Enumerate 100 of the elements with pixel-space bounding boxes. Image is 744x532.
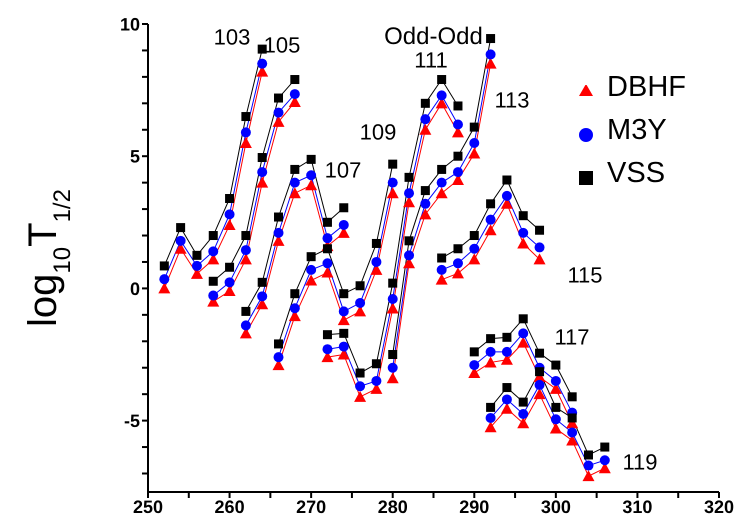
point — [419, 208, 432, 220]
point — [484, 356, 497, 368]
point — [225, 262, 234, 272]
annotation: 119 — [622, 450, 658, 474]
chart-title: Odd-Odd — [384, 23, 483, 50]
point — [240, 320, 251, 330]
point — [518, 314, 528, 324]
point — [518, 228, 528, 238]
annotation: 117 — [554, 324, 590, 350]
point — [241, 112, 250, 122]
point — [469, 138, 480, 148]
point — [502, 394, 512, 404]
point — [176, 236, 186, 246]
point — [550, 376, 561, 386]
y-tick-label: 10 — [120, 14, 140, 34]
point — [274, 212, 284, 222]
point — [518, 328, 528, 338]
x-tick-label: 260 — [214, 496, 245, 517]
point — [502, 190, 512, 201]
point — [420, 114, 430, 124]
point — [272, 116, 285, 127]
point — [388, 278, 398, 288]
point — [241, 306, 250, 316]
point — [241, 231, 250, 240]
point — [224, 277, 235, 288]
point — [404, 250, 414, 260]
point — [452, 267, 464, 278]
point — [192, 260, 202, 271]
point — [436, 274, 448, 285]
point — [404, 172, 414, 182]
point — [470, 231, 479, 240]
point — [436, 90, 447, 100]
point — [322, 244, 332, 254]
point — [159, 274, 170, 284]
point — [600, 442, 610, 452]
point — [437, 75, 446, 84]
point — [534, 380, 545, 390]
point — [436, 187, 448, 198]
point — [240, 127, 251, 138]
point — [453, 101, 462, 110]
point — [517, 336, 530, 348]
point — [502, 383, 512, 392]
point — [388, 294, 398, 304]
point — [339, 289, 348, 298]
point — [550, 422, 562, 434]
point — [288, 187, 301, 198]
point — [290, 164, 300, 174]
point — [486, 49, 496, 60]
point — [484, 421, 497, 432]
point — [208, 276, 218, 286]
point — [322, 218, 332, 227]
point — [486, 412, 496, 423]
point — [355, 381, 366, 392]
annotation: 105 — [264, 32, 300, 58]
point — [534, 388, 546, 400]
point — [486, 402, 496, 412]
legend-label: M3Y — [607, 114, 667, 146]
point — [582, 470, 594, 482]
y-tick-label: -5 — [124, 411, 140, 431]
point — [502, 176, 512, 184]
annotation: 103 — [214, 24, 250, 50]
point — [518, 409, 528, 419]
point — [568, 392, 577, 402]
annotation: 115 — [567, 262, 603, 288]
legend-label: DBHF — [607, 71, 686, 103]
point — [420, 186, 430, 196]
y-tick-label: 5 — [130, 146, 140, 167]
x-tick-label: 290 — [459, 496, 490, 517]
annotation: 111 — [414, 48, 448, 72]
point — [452, 258, 463, 268]
point — [176, 223, 186, 232]
point — [437, 164, 446, 174]
point — [551, 360, 560, 370]
point — [535, 226, 544, 235]
point — [484, 224, 497, 236]
point — [518, 398, 528, 407]
point — [274, 94, 284, 103]
point — [306, 170, 316, 180]
x-tick-label: 280 — [378, 496, 408, 517]
point — [486, 199, 496, 208]
point — [306, 154, 316, 164]
point — [386, 302, 399, 314]
point — [436, 264, 447, 275]
point — [306, 264, 316, 275]
point — [338, 220, 349, 230]
point — [240, 253, 252, 264]
point — [420, 98, 430, 108]
annotation: 113 — [494, 88, 530, 112]
point — [274, 339, 284, 348]
point — [452, 119, 463, 130]
point — [208, 231, 218, 240]
point — [321, 266, 334, 278]
point — [436, 178, 447, 188]
point — [386, 187, 399, 198]
point — [258, 153, 267, 162]
point — [372, 238, 381, 248]
point — [290, 89, 300, 100]
point — [517, 237, 530, 248]
point — [290, 178, 300, 188]
point — [338, 306, 349, 316]
